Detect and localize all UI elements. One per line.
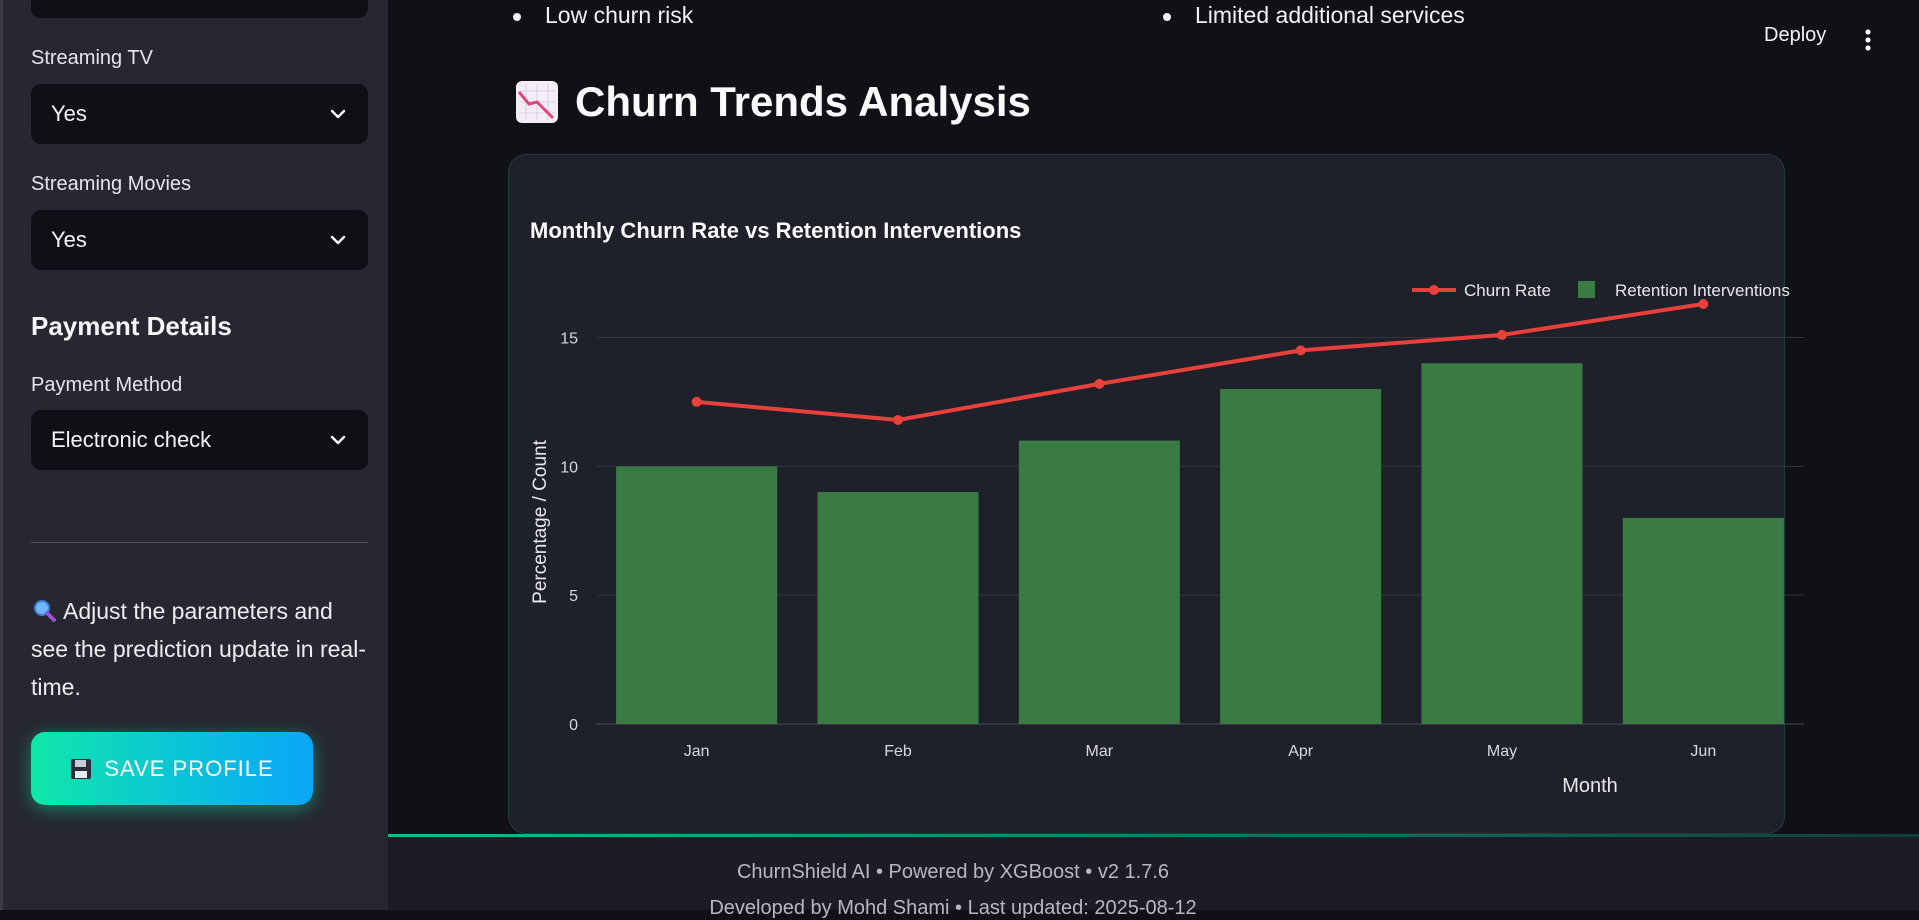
sidebar: Streaming TV Yes Streaming Movies Yes Pa… bbox=[0, 0, 388, 910]
section-title-text: Churn Trends Analysis bbox=[575, 78, 1031, 125]
chart-legend: Churn Rate Retention Interventions bbox=[1412, 281, 1790, 300]
deploy-button[interactable]: Deploy bbox=[1764, 24, 1827, 46]
floppy-disk-icon bbox=[71, 758, 92, 779]
bullet-dot bbox=[1163, 12, 1171, 21]
legend-churn-label: Churn Rate bbox=[1464, 281, 1551, 300]
bullet-dot bbox=[513, 12, 521, 21]
legend-churn-marker bbox=[1429, 285, 1439, 295]
footer: ChurnShield AI • Powered by XGBoost • v2… bbox=[388, 837, 1919, 919]
bullet-text: Low churn risk bbox=[545, 2, 694, 28]
payment-method-select[interactable]: Electronic check bbox=[31, 410, 368, 470]
churn-rate-line bbox=[696, 302, 1704, 422]
retention-bar bbox=[817, 492, 979, 724]
info-text: Adjust the parameters and see the predic… bbox=[31, 592, 376, 706]
y-tick-label: 10 bbox=[560, 459, 578, 476]
sidebar-divider bbox=[31, 542, 368, 543]
save-profile-button[interactable]: SAVE PROFILE bbox=[31, 732, 313, 805]
streaming-movies-select[interactable]: Yes bbox=[31, 210, 368, 270]
x-tick-label: Jun bbox=[1690, 743, 1716, 760]
legend-retention-swatch bbox=[1578, 281, 1595, 298]
churn-rate-point bbox=[1094, 378, 1105, 389]
chart-x-ticks: Jan Feb Mar Apr May Jun bbox=[684, 743, 1716, 760]
churn-rate-point bbox=[1698, 299, 1709, 309]
chevron-down-icon bbox=[330, 435, 346, 445]
info-text-content: Adjust the parameters and see the predic… bbox=[31, 598, 366, 700]
save-profile-label: SAVE PROFILE bbox=[104, 755, 274, 781]
footer-divider bbox=[388, 834, 1919, 837]
chart-grid bbox=[596, 336, 1804, 725]
streaming-movies-value: Yes bbox=[51, 227, 87, 252]
chart-bars bbox=[616, 363, 1784, 724]
legend-retention-label: Retention Interventions bbox=[1615, 281, 1790, 300]
x-tick-label: May bbox=[1487, 743, 1517, 760]
chart-y-ticks: 0 5 10 15 bbox=[560, 330, 578, 734]
streaming-tv-value: Yes bbox=[51, 101, 87, 126]
churn-rate-point bbox=[893, 414, 903, 425]
payment-method-label: Payment Method bbox=[31, 374, 183, 396]
sidebar-select-partial[interactable] bbox=[31, 0, 368, 18]
retention-bar bbox=[616, 466, 778, 724]
footer-line-2: Developed by Mohd Shami • Last updated: … bbox=[709, 897, 1197, 919]
chart-line bbox=[691, 299, 1709, 425]
x-tick-label: Apr bbox=[1288, 743, 1314, 760]
chart-title: Monthly Churn Rate vs Retention Interven… bbox=[530, 218, 1021, 243]
bullet-low-churn: Low churn risk bbox=[513, 2, 693, 29]
y-tick-label: 15 bbox=[560, 330, 578, 347]
chart-decreasing-icon bbox=[516, 81, 558, 123]
streaming-tv-label: Streaming TV bbox=[31, 47, 153, 69]
streaming-movies-label: Streaming Movies bbox=[31, 173, 192, 195]
x-axis-label: Month bbox=[1562, 775, 1618, 797]
x-tick-label: Jan bbox=[684, 743, 710, 760]
streaming-tv-select[interactable]: Yes bbox=[31, 84, 368, 144]
y-tick-label: 0 bbox=[569, 717, 578, 734]
chevron-down-icon bbox=[330, 235, 346, 245]
churn-rate-point bbox=[691, 396, 702, 407]
retention-bar bbox=[1622, 517, 1784, 724]
x-tick-label: Feb bbox=[884, 743, 912, 760]
churn-rate-point bbox=[1497, 329, 1507, 340]
y-axis-label: Percentage / Count bbox=[530, 439, 551, 603]
retention-bar bbox=[1220, 389, 1382, 724]
section-title: Churn Trends Analysis bbox=[515, 78, 1031, 126]
payment-details-heading: Payment Details bbox=[31, 311, 232, 341]
retention-bar bbox=[1018, 440, 1180, 724]
churn-trends-chart: Monthly Churn Rate vs Retention Interven… bbox=[530, 218, 1804, 797]
churn-rate-point bbox=[1295, 345, 1306, 356]
footer-line-1: ChurnShield AI • Powered by XGBoost • v2… bbox=[736, 861, 1170, 883]
retention-bar bbox=[1421, 363, 1583, 724]
chevron-down-icon bbox=[330, 109, 346, 119]
payment-method-value: Electronic check bbox=[51, 427, 212, 452]
kebab-menu-icon[interactable] bbox=[1858, 28, 1878, 52]
y-tick-label: 5 bbox=[569, 588, 578, 605]
x-tick-label: Mar bbox=[1086, 743, 1114, 760]
bullet-limited-services: Limited additional services bbox=[1163, 2, 1465, 29]
magnifier-icon bbox=[34, 600, 56, 622]
bullet-text: Limited additional services bbox=[1195, 2, 1465, 28]
